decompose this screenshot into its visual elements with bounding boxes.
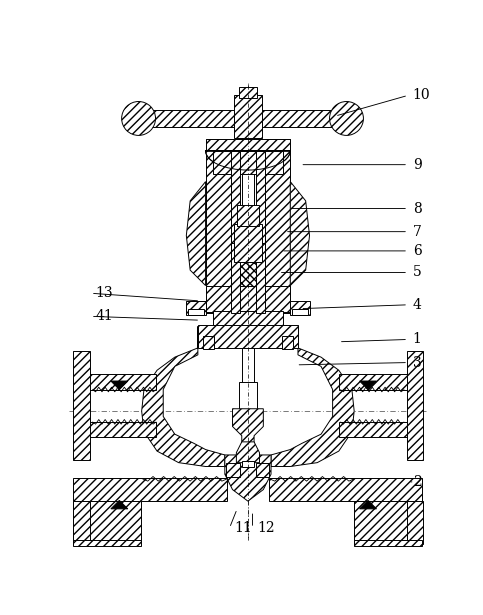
Bar: [282, 336, 293, 349]
Bar: [198, 325, 298, 348]
Bar: [290, 301, 310, 315]
Bar: [206, 285, 290, 312]
Bar: [227, 464, 240, 477]
Bar: [237, 205, 259, 226]
Text: 11: 11: [234, 521, 252, 535]
Bar: [242, 98, 254, 407]
Polygon shape: [142, 327, 225, 467]
Text: 8: 8: [412, 202, 422, 215]
Polygon shape: [265, 139, 290, 312]
Bar: [270, 478, 422, 501]
Polygon shape: [271, 327, 354, 467]
Bar: [242, 461, 254, 467]
Bar: [213, 311, 283, 327]
Bar: [262, 110, 339, 127]
Polygon shape: [236, 442, 259, 462]
Polygon shape: [232, 409, 263, 443]
Bar: [73, 422, 156, 437]
Bar: [256, 464, 270, 477]
Bar: [256, 151, 265, 312]
Circle shape: [122, 101, 156, 135]
Bar: [239, 87, 257, 98]
Text: 13: 13: [96, 286, 113, 300]
Bar: [339, 374, 422, 389]
Bar: [146, 110, 234, 127]
Text: 41: 41: [96, 309, 113, 323]
Bar: [234, 95, 262, 138]
Bar: [292, 309, 308, 315]
Bar: [239, 382, 257, 409]
Bar: [231, 151, 240, 312]
Polygon shape: [111, 381, 128, 389]
Text: 5: 5: [412, 266, 422, 279]
Polygon shape: [186, 181, 206, 285]
Bar: [407, 501, 424, 544]
Polygon shape: [111, 501, 128, 509]
Bar: [73, 539, 141, 546]
Polygon shape: [359, 381, 377, 389]
Bar: [73, 374, 156, 389]
Bar: [234, 224, 262, 263]
Bar: [339, 422, 422, 437]
Bar: [407, 351, 424, 461]
Text: 10: 10: [412, 89, 430, 102]
Bar: [73, 501, 90, 544]
Bar: [73, 351, 90, 461]
Bar: [354, 501, 422, 544]
Bar: [188, 309, 204, 315]
Text: 4: 4: [412, 298, 422, 312]
Circle shape: [329, 101, 363, 135]
Polygon shape: [225, 455, 271, 501]
Text: 12: 12: [257, 521, 275, 535]
Bar: [354, 539, 422, 546]
Text: 2: 2: [412, 475, 422, 489]
Bar: [186, 301, 206, 315]
Bar: [73, 478, 227, 501]
Polygon shape: [359, 501, 377, 509]
Text: 1: 1: [412, 333, 422, 346]
Bar: [213, 151, 283, 174]
Bar: [203, 336, 214, 349]
Text: 9: 9: [412, 157, 422, 172]
Polygon shape: [206, 151, 290, 170]
Bar: [240, 258, 256, 285]
Text: 6: 6: [412, 244, 422, 258]
Text: 7: 7: [412, 224, 422, 239]
Polygon shape: [206, 139, 290, 151]
Polygon shape: [206, 139, 231, 312]
Bar: [73, 501, 141, 544]
Polygon shape: [290, 181, 310, 285]
Text: 3: 3: [412, 355, 422, 370]
